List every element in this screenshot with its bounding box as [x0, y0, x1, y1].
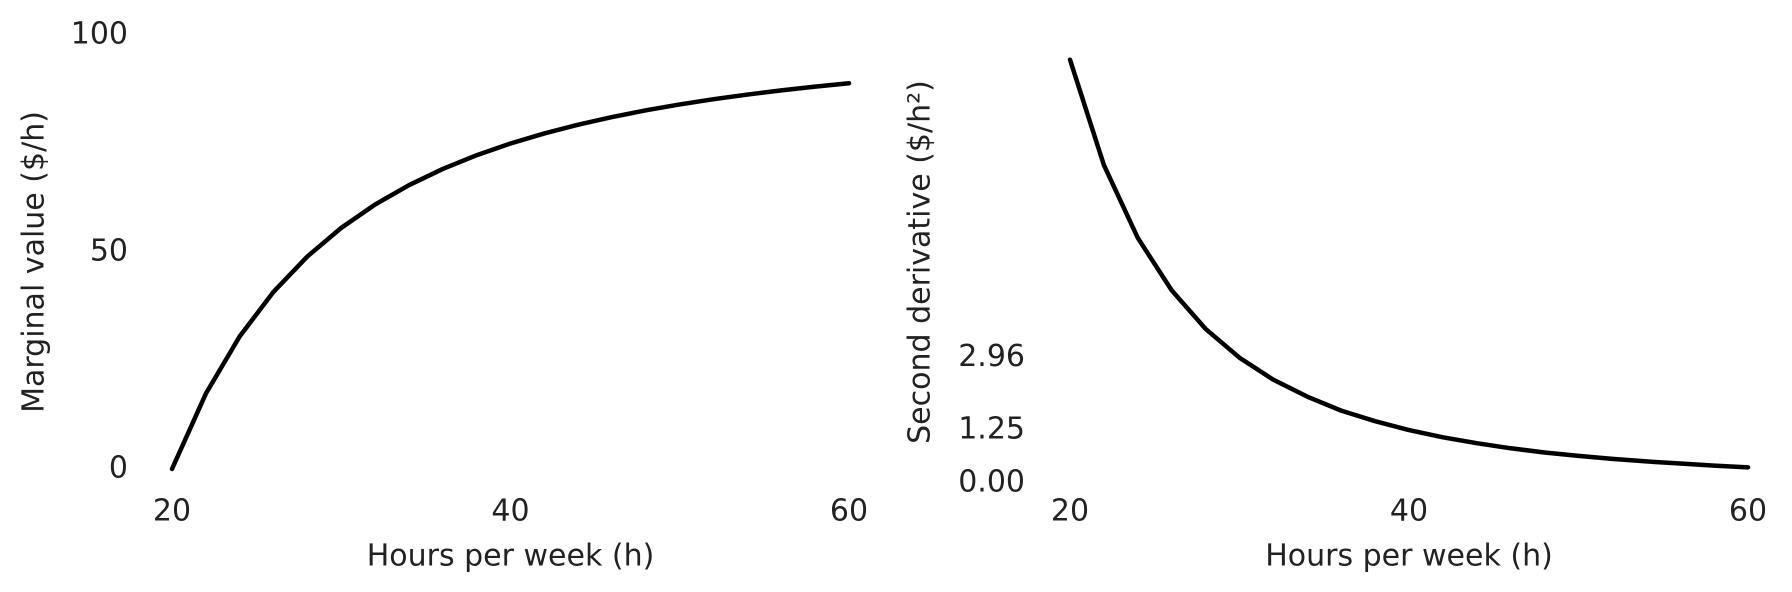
x-axis-label: Hours per week (h): [367, 539, 655, 574]
y-tick-label: 50: [90, 234, 128, 269]
x-tick-label: 60: [830, 494, 868, 529]
y-tick-label: 2.96: [958, 339, 1025, 374]
y-tick-label: 0.00: [958, 465, 1025, 500]
x-tick-label: 20: [1051, 494, 1089, 529]
y-tick-label: 1.25: [958, 412, 1025, 447]
x-tick-label: 40: [1390, 494, 1428, 529]
x-axis-label: Hours per week (h): [1265, 539, 1553, 574]
line: [169, 80, 852, 472]
y-axis-label: Second derivative ($/h²): [903, 80, 938, 444]
x-tick-label: 60: [1729, 494, 1767, 529]
y-tick-label: 0: [109, 451, 128, 486]
x-tick-label: 20: [153, 494, 191, 529]
x-tick-label: 40: [491, 494, 529, 529]
line: [1067, 57, 1751, 470]
y-axis-label: Marginal value ($/h): [17, 111, 52, 413]
y-tick-label: 100: [71, 17, 128, 52]
